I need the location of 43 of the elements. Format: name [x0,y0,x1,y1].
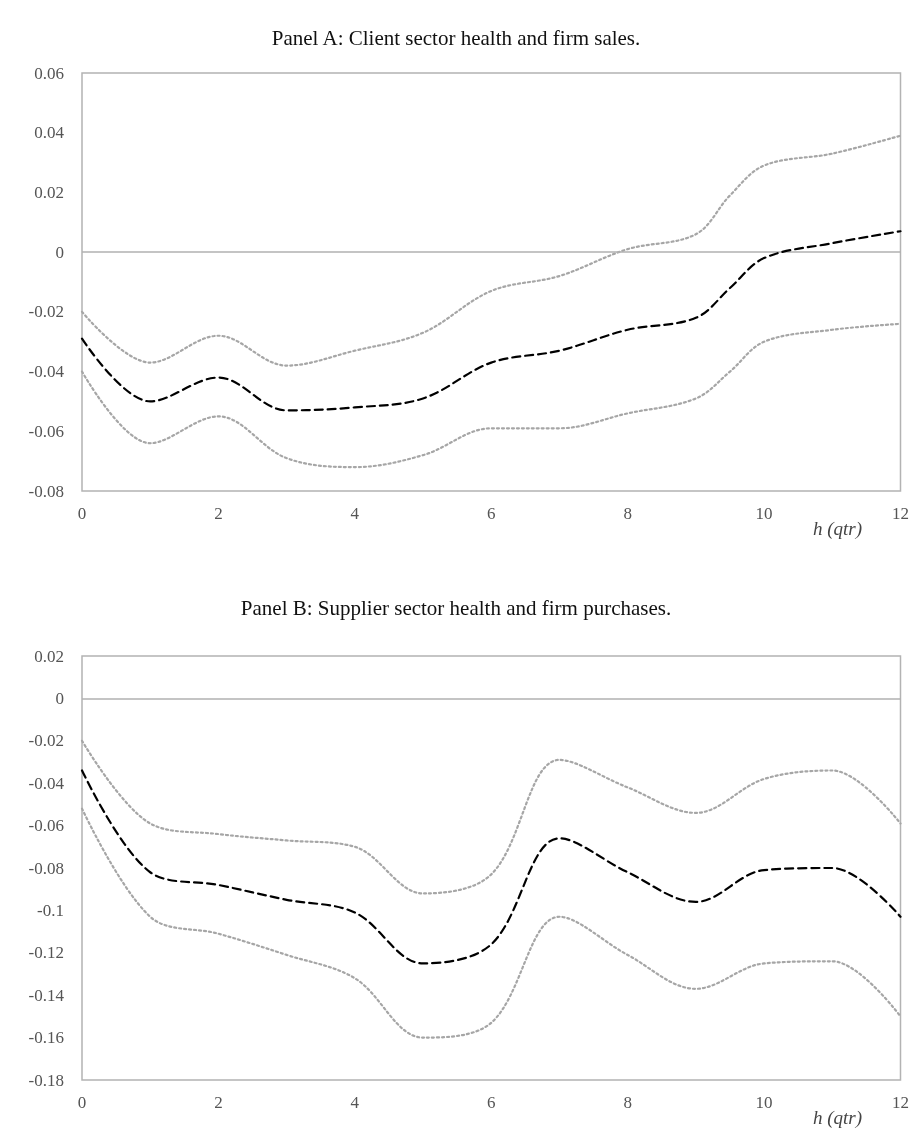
y-tick-label: 0 [55,688,64,708]
chart-title: Panel B: Supplier sector health and firm purchases. [240,595,672,620]
y-tick-label: -0.02 [28,731,64,751]
line-series [80,134,902,367]
x-tick-label: 10 [755,1093,773,1112]
x-tick-label: 6 [487,1093,496,1112]
x-tick-label: 10 [755,504,773,523]
y-tick-label: 0.02 [34,182,64,202]
y-tick-label: 0.06 [34,63,64,83]
x-tick-label: 2 [214,504,223,523]
x-tick-label: 4 [350,1093,360,1112]
x-axis-title: h (qtr) [812,518,862,540]
y-tick-label: -0.04 [28,362,65,382]
x-tick-label: 12 [892,1093,909,1112]
line-series [80,739,902,895]
x-tick-label: 8 [623,1093,632,1112]
y-tick-label: -0.02 [28,302,64,322]
y-tick-label: -0.08 [28,858,64,878]
x-tick-label: 12 [892,504,909,523]
y-tick-label: -0.1 [37,900,64,920]
x-tick-label: 2 [214,1093,223,1112]
y-tick-label: 0.04 [34,123,65,143]
y-tick-label: -0.12 [28,943,64,963]
line-series [80,769,902,965]
y-tick-label: 0.02 [34,646,64,666]
x-tick-label: 0 [77,1093,87,1112]
x-tick-label: 4 [350,504,360,523]
x-tick-label: 6 [487,504,496,523]
line-series [80,322,902,469]
x-axis-title: h (qtr) [812,1107,862,1129]
chart-title: Panel A: Client sector health and firm sales. [271,25,641,50]
y-tick-label: -0.08 [28,481,64,501]
x-tick-label: 0 [77,504,87,523]
y-tick-label: -0.16 [28,1028,64,1048]
y-tick-label: -0.18 [28,1070,64,1090]
y-tick-label: 0 [55,242,64,262]
y-tick-label: -0.04 [28,773,65,793]
y-tick-label: -0.06 [28,816,64,836]
x-tick-label: 8 [623,504,632,523]
y-tick-label: -0.14 [28,985,65,1005]
line-series [80,230,902,412]
line-series [80,807,902,1039]
y-tick-label: -0.06 [28,421,64,441]
